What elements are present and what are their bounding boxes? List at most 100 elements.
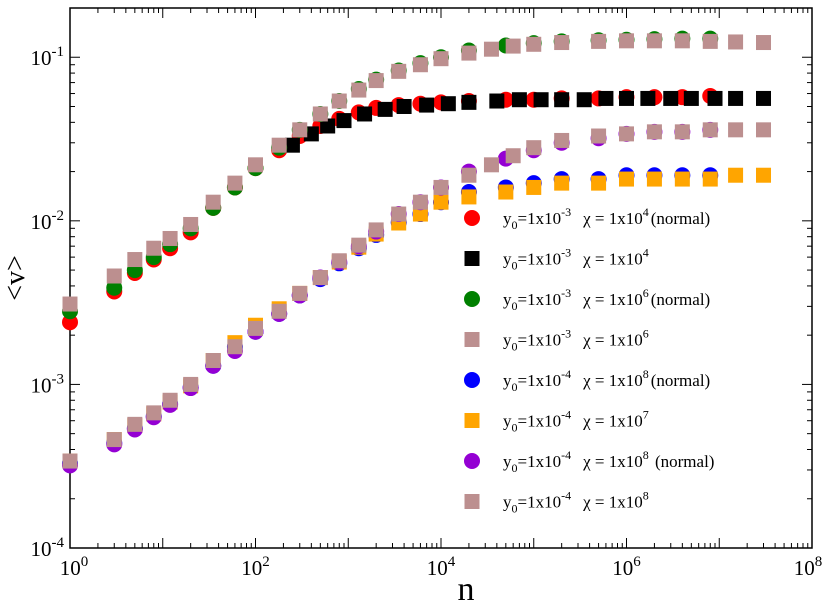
x-tick-label: 102 <box>241 554 270 580</box>
series-3-point <box>674 33 690 49</box>
series-7-point <box>391 206 407 222</box>
series-1-point <box>489 93 505 109</box>
data-marks <box>62 30 772 474</box>
series-7-point <box>619 126 634 142</box>
legend-label: y0=1x10-4 χ = 1x108 (normal) <box>503 448 714 475</box>
series-3-point <box>728 34 744 50</box>
series-3 <box>62 33 772 312</box>
legend-entry: y0=1x10-3 χ = 1x104 <box>464 246 649 273</box>
legend-label: y0=1x10-4 χ = 1x108 (normal) <box>503 367 710 394</box>
series-1-point <box>357 106 373 122</box>
series-1-point <box>419 97 435 113</box>
series-7-point <box>646 124 662 140</box>
series-7-point <box>461 167 477 183</box>
x-tick-label: 100 <box>60 554 89 580</box>
legend-label: y0=1x10-3 χ = 1x106 (normal) <box>503 286 710 313</box>
series-3-point <box>646 33 662 49</box>
series-3-point <box>619 33 634 49</box>
series-5-point <box>412 206 428 222</box>
series-7-point <box>728 122 744 138</box>
series-3-point <box>162 230 178 246</box>
series-1-point <box>728 90 744 106</box>
legend-marker <box>464 291 480 307</box>
y-axis-label: <v> <box>0 255 31 301</box>
series-7-point <box>331 253 347 269</box>
y-tick-label: 10-1 <box>31 44 65 70</box>
series-3-point <box>205 194 221 210</box>
series-5-point <box>526 179 542 195</box>
x-tick-label: 106 <box>612 554 641 580</box>
legend-label: y0=1x10-3 χ = 1x104 (normal) <box>503 205 710 232</box>
legend-marker <box>464 453 480 469</box>
series-1-point <box>640 90 656 106</box>
series-7-point <box>162 392 178 408</box>
series-7-point <box>505 148 521 164</box>
series-1-point <box>554 92 570 108</box>
series-3-point <box>483 41 499 57</box>
series-3-point <box>505 38 521 54</box>
series-7 <box>62 122 772 469</box>
series-7-point <box>183 376 199 392</box>
axis-ticks: 100 102 104 106 108 10-4 10-3 10-2 10-1 <box>31 7 823 580</box>
series-3-point <box>312 106 328 122</box>
series-1-point <box>320 118 336 134</box>
legend-marker <box>464 413 480 428</box>
series-7-point <box>248 320 263 336</box>
series-5-point <box>646 171 662 187</box>
series-1-point <box>619 90 634 106</box>
series-3-point <box>554 35 570 51</box>
series-7-point <box>271 303 287 319</box>
legend-marker <box>464 210 480 226</box>
series-3-point <box>62 296 78 312</box>
series-5-point <box>554 175 570 191</box>
legend-entry: y0=1x10-4 χ = 1x107 <box>464 408 649 435</box>
legend-entry: y0=1x10-3 χ = 1x106 (normal) <box>464 286 710 313</box>
series-7-point <box>205 353 221 369</box>
series-7-point <box>591 128 607 144</box>
series-3-point <box>271 137 287 153</box>
series-3-point <box>756 35 772 51</box>
legend-label: y0=1x10-3 χ = 1x104 <box>503 246 649 273</box>
y-tick-label: 10-2 <box>31 208 65 234</box>
series-7-point <box>106 432 122 448</box>
legend-entry: y0=1x10-4 χ = 1x108 (normal) <box>464 448 714 475</box>
legend-marker <box>464 494 480 509</box>
series-7-point <box>62 453 78 469</box>
series-7-point <box>351 237 367 253</box>
legend-marker <box>464 332 480 347</box>
legend-label: y0=1x10-4 χ = 1x108 <box>503 489 649 516</box>
x-axis-label: n <box>458 571 475 608</box>
series-5-point <box>756 167 772 183</box>
series-5-point <box>619 171 634 187</box>
series-1-point <box>756 90 772 106</box>
series-1-point <box>598 90 614 106</box>
legend: y0=1x10-3 χ = 1x104 (normal) y0=1x10-3 χ = 1… <box>464 205 714 516</box>
series-1-point <box>396 98 412 114</box>
series-1 <box>284 90 772 153</box>
series-1-point <box>683 90 699 106</box>
legend-marker <box>464 251 480 266</box>
series-3-point <box>183 216 199 232</box>
series-1-point <box>576 92 592 108</box>
series-1-point <box>663 90 679 106</box>
series-1-point <box>511 92 527 108</box>
series-3-point <box>292 122 308 138</box>
series-1-point <box>284 137 300 153</box>
series-7-point <box>227 339 243 355</box>
series-3-point <box>433 51 449 67</box>
legend-entry: y0=1x10-4 χ = 1x108 (normal) <box>464 367 710 394</box>
series-7-point <box>756 122 772 138</box>
series-3-point <box>391 63 407 79</box>
series-2-point <box>106 279 123 296</box>
series-7-point <box>292 285 308 301</box>
series-7-point <box>127 416 143 432</box>
series-1-point <box>377 101 393 117</box>
series-3-point <box>702 33 718 49</box>
series-7-point <box>554 132 570 148</box>
series-3-point <box>248 157 263 173</box>
series-5-point <box>728 167 744 183</box>
series-3-point <box>146 240 162 256</box>
series-3-point <box>526 36 542 52</box>
series-3-point <box>412 57 428 73</box>
x-tick-label: 108 <box>794 554 823 580</box>
